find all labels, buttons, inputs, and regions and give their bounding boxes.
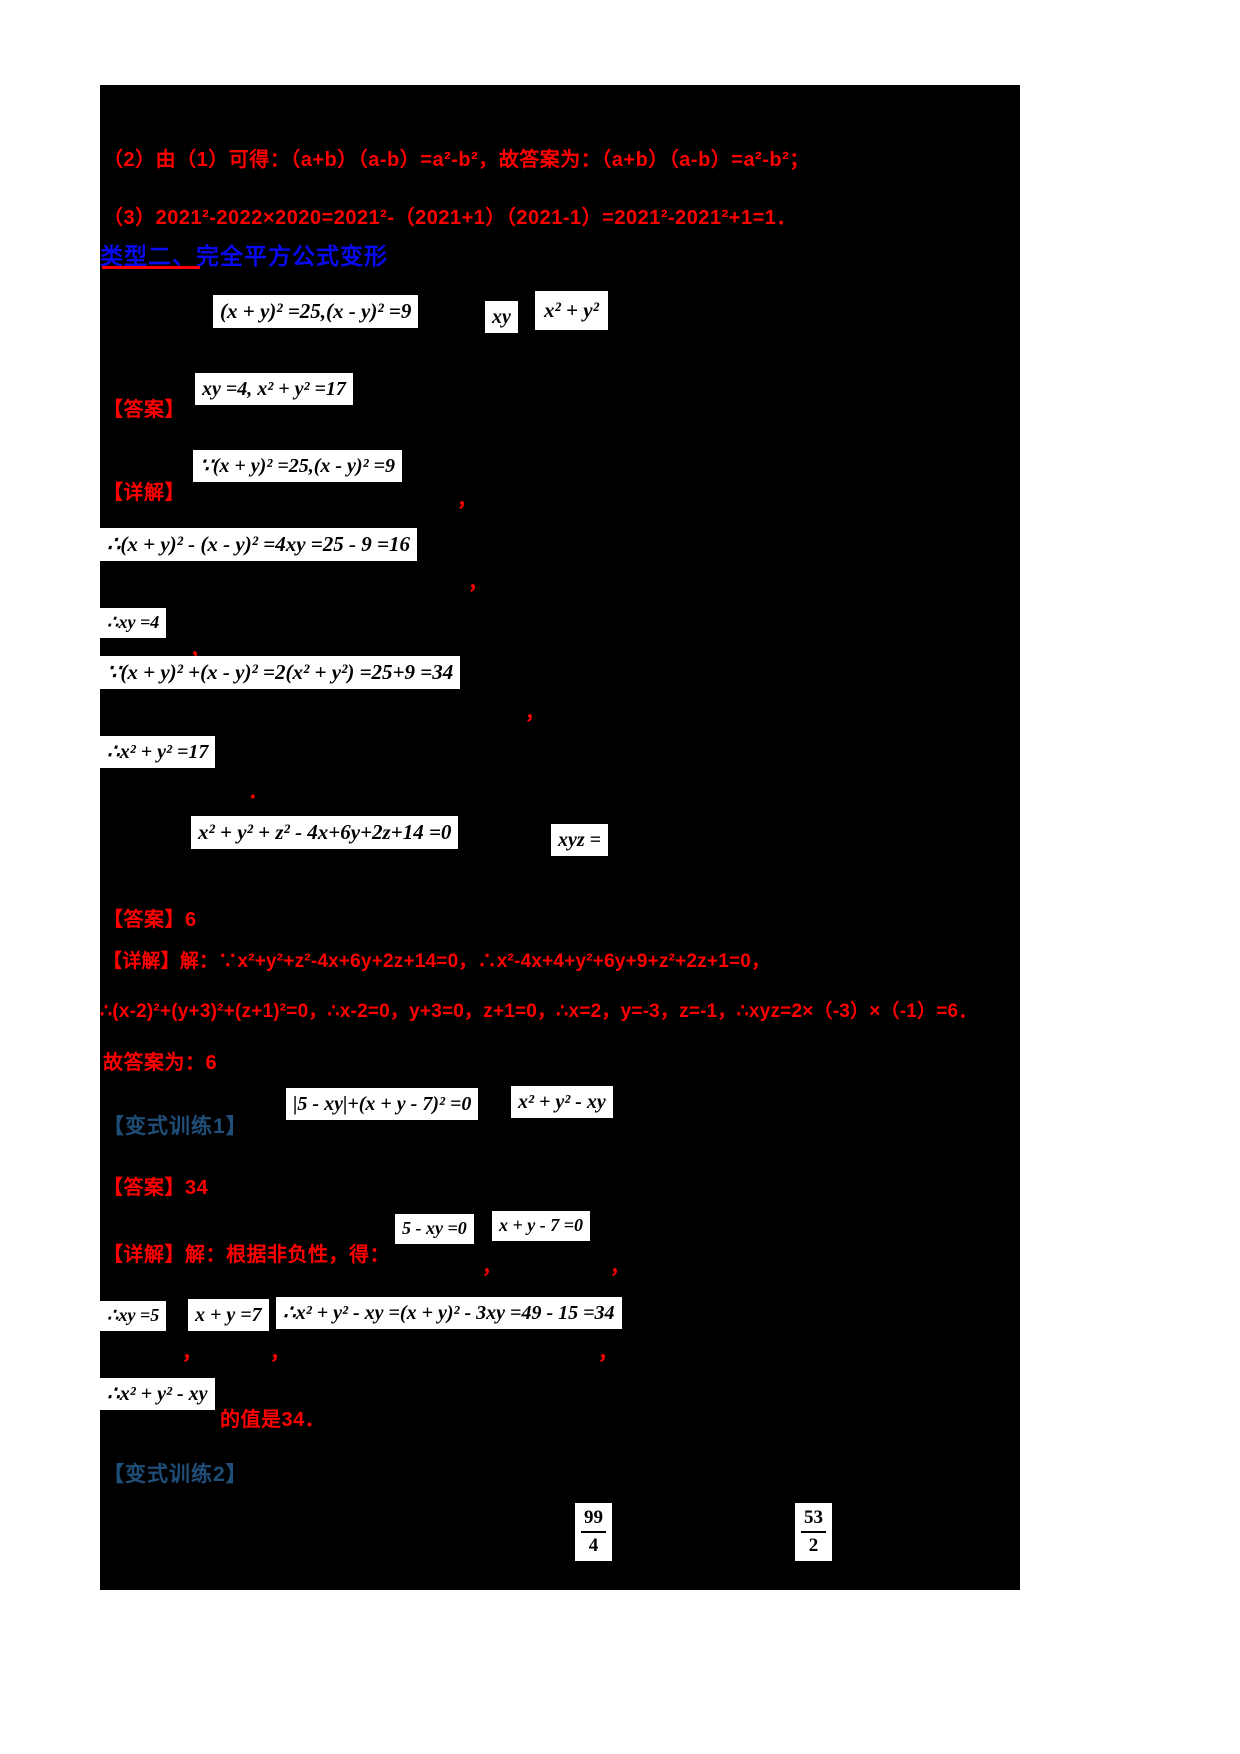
v1-find-formula-box: x² + y² - xy [511, 1086, 613, 1118]
v1-answer-line: 【答案】34 [103, 1171, 208, 1200]
v1-detail-line: 【详解】解：根据非负性，得： [103, 1238, 390, 1267]
v1-comma-4: ， [270, 1342, 290, 1364]
heading-underline-decoration [102, 266, 200, 269]
p1-step-1-box: ∵(x + y)² =25,(x - y)² =9 [193, 450, 402, 482]
p2-answer-value: 6 [185, 909, 197, 931]
v1-step-4-box: ∴x² + y² - xy [100, 1378, 215, 1410]
p2-detail-text-1: 解：∵x²+y²+z²-4x+6y+2z+14=0，∴x²-4x+4+y²+6y… [179, 951, 771, 972]
p1-step-4-box: ∵(x + y)² +(x - y)² =2(x² + y²) =25+9 =3… [100, 656, 461, 690]
p1-comma-2: ， [468, 572, 488, 594]
v2-fraction-1-numerator: 99 [581, 1507, 606, 1533]
document-canvas: （2）由（1）可得：（a+b）（a-b）=a²-b²，故答案为：（a+b）（a-… [100, 85, 1020, 1590]
p2-conclusion: 故答案为：6 [103, 1052, 218, 1074]
v2-fraction-2-box: 53 2 [795, 1503, 832, 1561]
p1-comma-1: ， [457, 489, 477, 511]
p1-find-xy-box: xy [485, 301, 518, 333]
p1-period: ． [248, 781, 268, 803]
p1-given-formula-box: (x + y)² =25,(x - y)² =9 [213, 295, 419, 329]
p1-step-3-box: ∴xy =4 [100, 608, 167, 638]
p1-answer-box: xy =4, x² + y² =17 [195, 373, 353, 405]
p1-comma-4: ， [525, 702, 545, 724]
v1-comma-3: ， [182, 1342, 202, 1364]
v1-detail-prefix: 解：根据非负性，得： [185, 1244, 390, 1266]
p1-step-5-box: ∴x² + y² =17 [100, 736, 216, 768]
v1-answer-value: 34 [185, 1177, 209, 1199]
p1-step-2-box: ∴(x + y)² - (x - y)² =4xy =25 - 9 =16 [100, 528, 417, 562]
p2-given-formula-box: x² + y² + z² - 4x+6y+2z+14 =0 [191, 816, 459, 850]
p1-find-x2y2-box: x² + y² [535, 291, 608, 331]
v1-answer-label: 【答案】 [103, 1177, 185, 1199]
v2-fraction-1-box: 99 4 [575, 1503, 612, 1561]
v1-step-2-box: x + y =7 [188, 1299, 269, 1331]
v1-detail-label: 【详解】 [103, 1244, 185, 1266]
paragraph-2: （2）由（1）可得：（a+b）（a-b）=a²-b²，故答案为：（a+b）（a-… [103, 149, 810, 171]
v1-conclusion-suffix: 的值是34． [220, 1409, 326, 1431]
v2-fraction-2-numerator: 53 [801, 1507, 826, 1533]
v2-fraction-1-denominator: 4 [588, 1534, 599, 1556]
p1-comma-3: ， [190, 639, 210, 661]
v1-step-3-box: ∴x² + y² - xy =(x + y)² - 3xy =49 - 15 =… [276, 1297, 622, 1329]
p2-answer-line: 【答案】6 [103, 903, 197, 932]
variant-2-label: 【变式训练2】 [103, 1463, 248, 1486]
paragraph-3: （3）2021²-2022×2020=2021²-（2021+1）（2021-1… [103, 207, 797, 229]
v2-fraction-2-denominator: 2 [808, 1534, 819, 1556]
p1-detail-label: 【详解】 [103, 482, 185, 504]
v1-step-1-box: ∴xy =5 [100, 1301, 167, 1331]
p1-answer-label: 【答案】 [103, 399, 185, 421]
p2-detail-label: 【详解】 [103, 951, 180, 972]
v1-eq-2-box: x + y - 7 =0 [492, 1211, 590, 1241]
p2-detail-line-1: 【详解】解：∵x²+y²+z²-4x+6y+2z+14=0，∴x²-4x+4+y… [103, 946, 770, 973]
v1-comma-1: ， [482, 1256, 502, 1278]
variant-1-label: 【变式训练1】 [103, 1115, 248, 1138]
v1-eq-1-box: 5 - xy =0 [395, 1214, 474, 1244]
p2-answer-label: 【答案】 [103, 909, 185, 931]
v1-given-formula-box: |5 - xy|+(x + y - 7)² =0 [286, 1088, 479, 1120]
p2-find-xyz-box: xyz = [551, 824, 609, 856]
section-heading: 类型二、完全平方公式变形 [100, 243, 388, 269]
p2-detail-line-2: ∴(x-2)²+(y+3)²+(z+1)²=0，∴x-2=0，y+3=0，z+1… [100, 1001, 978, 1022]
v1-comma-2: ， [610, 1256, 630, 1278]
v1-comma-5: ， [598, 1342, 618, 1364]
